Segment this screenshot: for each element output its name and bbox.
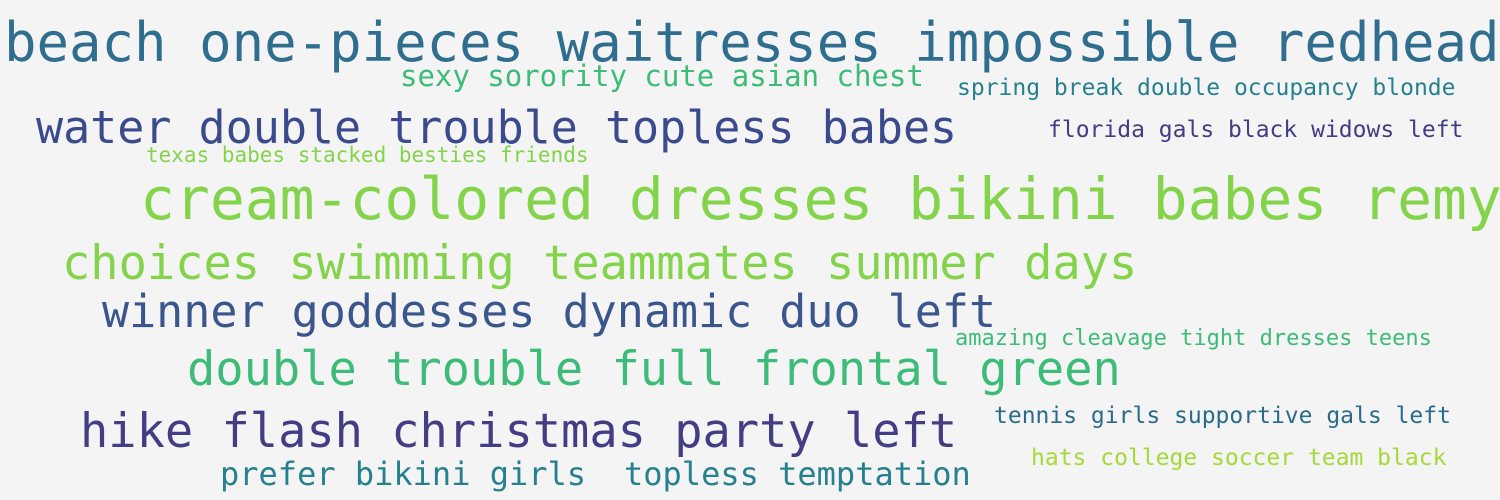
phrase-cream-colored: cream-colored dresses bikini babes remy [140, 165, 1500, 233]
phrase-spring-break: spring break double occupancy blonde [957, 75, 1456, 101]
phrase-florida-gals: florida gals black widows left [1048, 117, 1464, 143]
phrase-double-trouble-full: double trouble full frontal green [187, 342, 1121, 397]
phrase-beach-one-pieces: beach one-pieces waitresses impossible r… [4, 11, 1500, 74]
phrase-texas-babes: texas babes stacked besties friends [146, 143, 589, 167]
phrase-hats-college: hats college soccer team black [1031, 445, 1447, 471]
phrase-amazing-cleavage: amazing cleavage tight dresses teens [955, 326, 1432, 351]
phrase-topless-temptation: topless temptation [624, 455, 971, 493]
phrase-choices-swimming: choices swimming teammates summer days [62, 236, 1138, 291]
phrase-prefer-bikini: prefer bikini girls [220, 455, 587, 493]
phrase-water-double-trouble: water double trouble topless babes [36, 101, 958, 154]
phrase-hike-flash: hike flash christmas party left [80, 404, 958, 459]
phrase-sexy-sorority: sexy sorority cute asian chest [400, 59, 924, 93]
phrase-tennis-girls: tennis girls supportive gals left [994, 403, 1451, 429]
phrase-winner-goddesses: winner goddesses dynamic duo left [102, 285, 997, 338]
